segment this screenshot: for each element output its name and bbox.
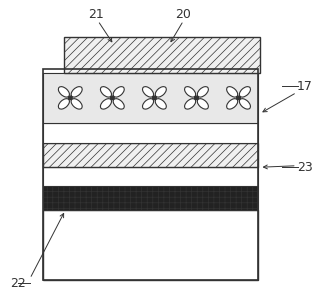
Circle shape — [152, 96, 156, 100]
Ellipse shape — [155, 99, 166, 109]
Circle shape — [195, 96, 198, 100]
Text: 21: 21 — [88, 8, 104, 21]
Bar — [43, 143, 258, 167]
Bar — [43, 167, 258, 186]
Ellipse shape — [142, 87, 154, 97]
Ellipse shape — [197, 99, 208, 109]
Ellipse shape — [227, 99, 238, 109]
Ellipse shape — [58, 99, 70, 109]
Ellipse shape — [142, 99, 154, 109]
Bar — [43, 123, 258, 143]
Bar — [43, 210, 258, 280]
Bar — [64, 37, 260, 72]
Circle shape — [111, 96, 114, 100]
Circle shape — [237, 96, 240, 100]
Text: 22: 22 — [11, 277, 26, 290]
Ellipse shape — [240, 87, 251, 97]
Ellipse shape — [71, 87, 82, 97]
Ellipse shape — [58, 87, 70, 97]
Ellipse shape — [240, 99, 251, 109]
Bar — [43, 69, 258, 280]
Ellipse shape — [113, 87, 124, 97]
Text: 23: 23 — [297, 161, 313, 174]
Ellipse shape — [71, 99, 82, 109]
Ellipse shape — [100, 99, 111, 109]
Ellipse shape — [197, 87, 208, 97]
Ellipse shape — [113, 99, 124, 109]
Text: 17: 17 — [297, 80, 313, 93]
Ellipse shape — [100, 87, 111, 97]
Ellipse shape — [155, 87, 166, 97]
Text: 20: 20 — [176, 8, 191, 21]
Ellipse shape — [185, 99, 196, 109]
Ellipse shape — [185, 87, 196, 97]
Bar — [43, 72, 258, 123]
Circle shape — [68, 96, 72, 100]
Bar — [43, 186, 258, 210]
Ellipse shape — [227, 87, 238, 97]
